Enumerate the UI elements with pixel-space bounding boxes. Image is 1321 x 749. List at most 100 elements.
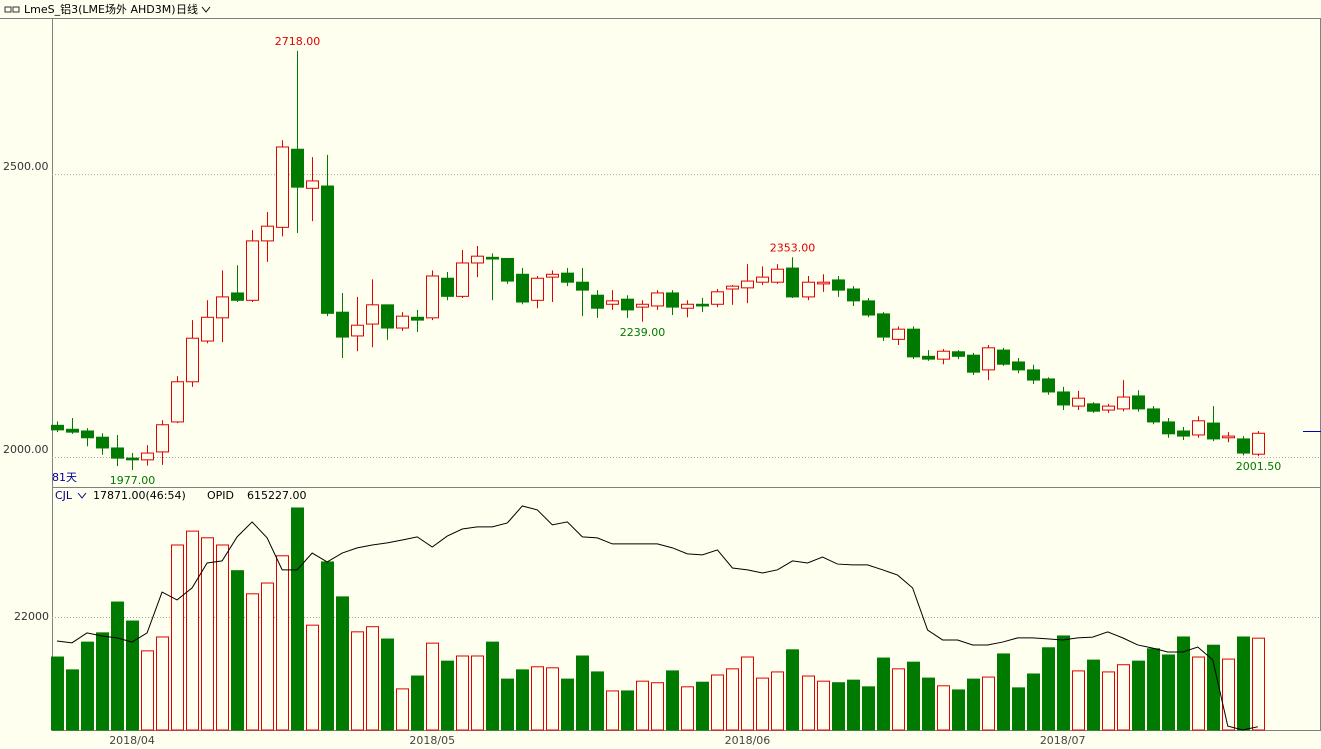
volume-bar: [186, 530, 199, 731]
volume-bar: [1042, 647, 1055, 731]
volume-bar: [501, 678, 514, 731]
volume-bar: [1087, 659, 1100, 731]
candle-body: [276, 146, 289, 228]
candle-body: [576, 281, 589, 291]
candle-body: [171, 381, 184, 423]
volume-bar: [201, 537, 214, 731]
instrument-title: LmeS_铝3(LME场外 AHD3M): [24, 2, 176, 16]
volume-bar: [141, 650, 154, 731]
candle-body: [1117, 396, 1130, 410]
volume-bar: [246, 593, 259, 731]
candle-body: [351, 324, 364, 337]
candle-body: [832, 279, 845, 291]
volume-bar: [892, 668, 905, 731]
volume-bar: [952, 689, 965, 731]
x-tick-label: 2018/07: [1040, 734, 1086, 747]
volume-bar: [351, 631, 364, 731]
volume-bar: [937, 685, 950, 731]
volume-bar: [741, 656, 754, 731]
candle-body: [231, 292, 244, 301]
candle-body: [1057, 391, 1070, 406]
opid-name: OPID: [207, 489, 234, 502]
candle-body: [681, 303, 694, 309]
period-dropdown[interactable]: [201, 6, 211, 13]
candle-body: [997, 349, 1010, 365]
volume-bar: [1132, 660, 1145, 731]
candle-body: [741, 280, 754, 289]
volume-bar: [636, 680, 649, 731]
opid-line: [56, 505, 1258, 731]
candle-body: [786, 267, 799, 298]
candle-body: [922, 355, 935, 360]
volume-bar: [696, 681, 709, 731]
volume-bar: [1237, 636, 1250, 731]
candle-body: [877, 313, 890, 338]
volume-bar: [726, 668, 739, 731]
candle-body: [216, 296, 229, 319]
low-label: 1977.00: [110, 474, 156, 487]
volume-bar: [817, 680, 830, 731]
candle-body: [937, 350, 950, 360]
candle-body: [66, 428, 79, 433]
indicator-dropdown[interactable]: [77, 492, 87, 499]
candle-body: [847, 288, 860, 302]
volume-bar: [531, 666, 544, 731]
candle-body: [1177, 430, 1190, 437]
volume-bar: [666, 670, 679, 731]
low-label: 2001.50: [1236, 460, 1282, 473]
candle-body: [426, 275, 439, 319]
volume-bar: [1192, 656, 1205, 731]
candle-body: [1102, 405, 1115, 411]
candle-body: [441, 277, 454, 297]
candle-body: [261, 225, 274, 242]
candle-body: [156, 424, 169, 453]
volume-bar: [471, 655, 484, 731]
candle-body: [126, 457, 139, 461]
candle-body: [516, 273, 529, 303]
candle-body: [471, 255, 484, 264]
volume-bar: [336, 596, 349, 731]
volume-bar: [276, 555, 289, 731]
candle-body: [201, 316, 214, 342]
volume-bar: [621, 690, 634, 731]
candle-body: [96, 436, 109, 449]
volume-bar: [1162, 654, 1175, 731]
volume-bar: [396, 688, 409, 731]
volume-bar: [81, 641, 94, 731]
high-label: 2353.00: [770, 241, 816, 254]
candle-body: [291, 148, 304, 188]
candle-body: [817, 281, 830, 285]
candle-body: [81, 430, 94, 439]
candle-body: [531, 277, 544, 301]
volume-bar: [381, 638, 394, 731]
volume-bar: [771, 671, 784, 731]
candle-body: [1162, 421, 1175, 435]
volume-bar: [847, 679, 860, 731]
candle-body: [51, 424, 64, 431]
candle-body: [1072, 397, 1085, 407]
period[interactable]: 日线: [176, 2, 198, 16]
volume-bar: [1252, 637, 1265, 731]
candle-body: [636, 303, 649, 308]
volume-bar: [1072, 670, 1085, 731]
volume-bar: [426, 642, 439, 731]
candle-body: [1027, 369, 1040, 381]
candle-body: [1207, 422, 1220, 440]
volume-bar: [66, 669, 79, 731]
volume-bar: [1207, 644, 1220, 731]
candle-body: [561, 272, 574, 283]
volume-bar: [1117, 664, 1130, 731]
candle-body: [411, 316, 424, 321]
volume-bar: [516, 669, 529, 731]
volume-bar: [756, 677, 769, 731]
candle-body: [246, 240, 259, 301]
candle-body: [186, 337, 199, 383]
volume-bar: [321, 561, 334, 731]
volume-bar: [576, 655, 589, 731]
candle-body: [711, 291, 724, 305]
days-label: 81天: [52, 471, 77, 484]
candle-body: [952, 351, 965, 357]
x-tick-label: 2018/04: [109, 734, 155, 747]
indicator-name[interactable]: CJL: [55, 489, 73, 502]
candle-body: [381, 304, 394, 329]
